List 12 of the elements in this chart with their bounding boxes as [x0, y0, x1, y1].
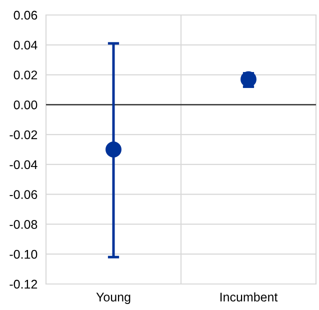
y-tick-label: -0.08: [10, 220, 38, 229]
x-tick-label: Young: [96, 292, 130, 304]
y-tick-label: -0.02: [10, 130, 38, 140]
y-tick-label: -0.12: [10, 280, 38, 289]
y-tick-label: -0.06: [10, 190, 38, 199]
x-tick-label: Incumbent: [220, 292, 278, 302]
y-tick-label: -0.04: [10, 160, 38, 170]
y-tick-label: 0.02: [14, 70, 38, 80]
y-tick-label: 0.06: [14, 10, 38, 20]
y-tick-label: 0.00: [14, 100, 38, 110]
y-tick-label: -0.10: [10, 250, 38, 259]
y-tick-label: 0.04: [14, 40, 38, 50]
